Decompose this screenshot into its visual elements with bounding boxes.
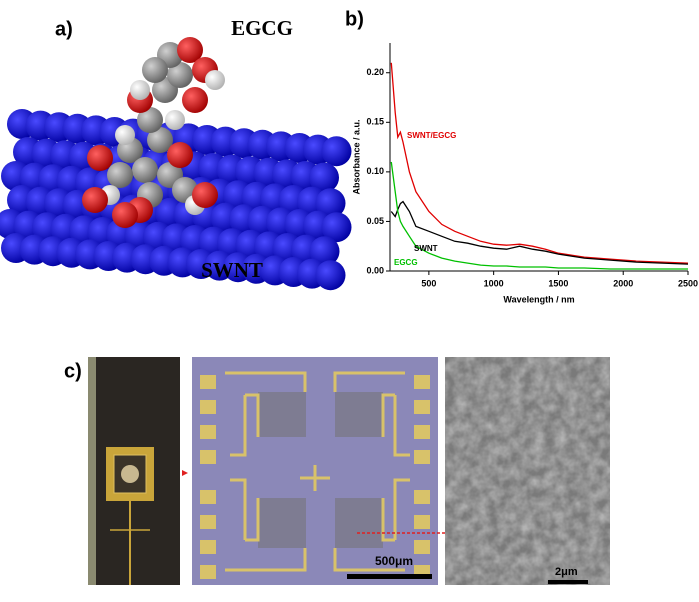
arrow bbox=[182, 470, 188, 476]
microscope-image bbox=[192, 357, 438, 585]
panel-label: a) bbox=[55, 18, 73, 40]
y-axis-label: Absorbance / a.u. bbox=[351, 119, 361, 194]
panel-label: b) bbox=[345, 8, 364, 30]
y-tick-label: 0.00 bbox=[366, 265, 384, 275]
y-tick-label: 0.05 bbox=[366, 216, 384, 226]
pad bbox=[414, 375, 430, 389]
x-tick-label: 2000 bbox=[613, 278, 633, 288]
atom bbox=[142, 57, 168, 83]
chip-photo bbox=[88, 357, 180, 585]
x-tick-label: 2500 bbox=[678, 278, 698, 288]
pad bbox=[414, 450, 430, 464]
series-label: SWNT bbox=[414, 244, 438, 253]
y-tick-label: 0.10 bbox=[366, 166, 384, 176]
x-axis-label: Wavelength / nm bbox=[503, 294, 574, 304]
pad bbox=[200, 540, 216, 554]
atom bbox=[132, 157, 158, 183]
atom bbox=[115, 125, 135, 145]
sem-image bbox=[445, 357, 610, 585]
pad bbox=[200, 375, 216, 389]
atom bbox=[167, 142, 193, 168]
pad bbox=[200, 400, 216, 414]
x-tick-label: 1500 bbox=[548, 278, 568, 288]
molecule-label: EGCG bbox=[231, 16, 293, 40]
atom bbox=[130, 80, 150, 100]
x-tick-label: 1000 bbox=[484, 278, 504, 288]
atom bbox=[107, 162, 133, 188]
scale-label: 500μm bbox=[375, 554, 413, 568]
atom bbox=[87, 145, 113, 171]
atom bbox=[182, 87, 208, 113]
pad bbox=[200, 565, 216, 579]
x-tick-label: 500 bbox=[421, 278, 436, 288]
atom bbox=[82, 187, 108, 213]
y-tick-label: 0.20 bbox=[366, 67, 384, 77]
series-label: EGCG bbox=[394, 258, 418, 267]
pad bbox=[414, 400, 430, 414]
atom bbox=[192, 182, 218, 208]
pad bbox=[414, 540, 430, 554]
pad bbox=[414, 425, 430, 439]
nanotube-model bbox=[0, 109, 352, 290]
scale-label: 2μm bbox=[555, 566, 578, 578]
pad bbox=[200, 450, 216, 464]
atom bbox=[205, 70, 225, 90]
y-tick-label: 0.15 bbox=[366, 117, 384, 127]
atom bbox=[316, 260, 346, 290]
atom bbox=[322, 136, 352, 166]
series-label: SWNT/EGCG bbox=[407, 131, 456, 140]
scale-bar bbox=[347, 574, 432, 579]
pad bbox=[414, 490, 430, 504]
series-line bbox=[391, 202, 688, 265]
figure: a) EGCG SWNT b) 0.00 0.05 0.10 0.15 0.20 500 1… bbox=[0, 0, 699, 597]
pad bbox=[200, 425, 216, 439]
pad bbox=[200, 515, 216, 529]
pad bbox=[414, 515, 430, 529]
pad bbox=[200, 490, 216, 504]
series-line bbox=[391, 63, 688, 263]
absorbance-chart: 0.00 0.05 0.10 0.15 0.20 500 1000 1500 2000 2500 W… bbox=[351, 43, 698, 304]
atom bbox=[112, 202, 138, 228]
tube-label: SWNT bbox=[201, 258, 263, 282]
atom bbox=[165, 110, 185, 130]
panel-label: c) bbox=[64, 360, 82, 382]
scale-bar bbox=[548, 580, 588, 584]
